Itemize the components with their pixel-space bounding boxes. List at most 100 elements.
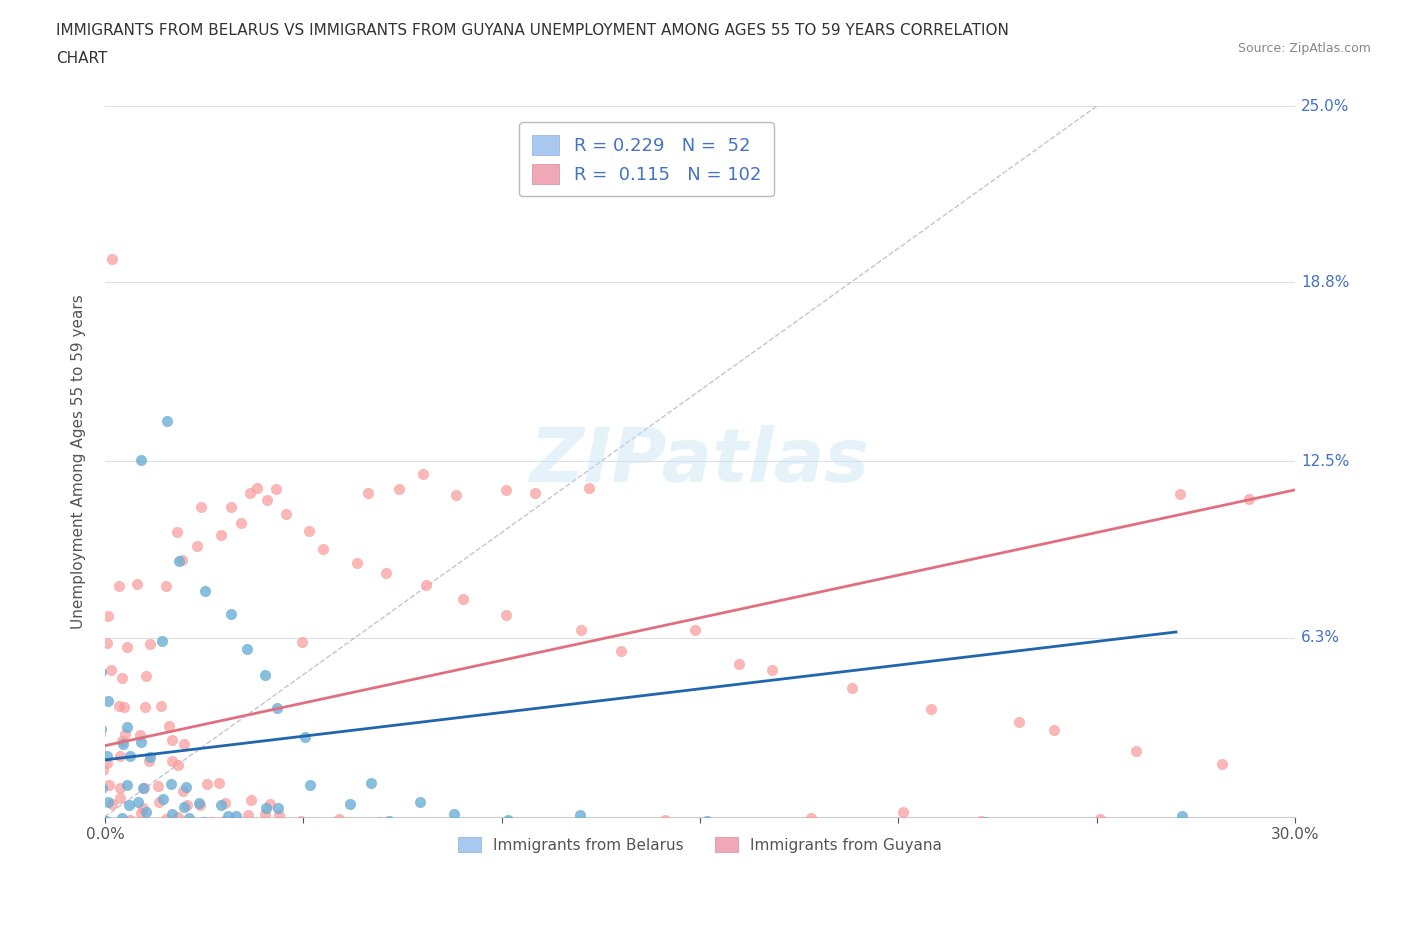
Point: [139, 637, 162, 652]
Point: [131, 801, 153, 816]
Point: [174, 780, 197, 795]
Point: [1090, 811, 1112, 826]
Point: [108, 578, 131, 593]
Point: [346, 555, 368, 570]
Point: [236, 642, 259, 657]
Point: [214, 814, 236, 829]
Point: [388, 482, 411, 497]
Text: 12.5%: 12.5%: [1301, 454, 1350, 469]
Point: [155, 413, 177, 428]
Point: [190, 499, 212, 514]
Point: [1125, 744, 1147, 759]
Point: [111, 734, 134, 749]
Point: [1168, 486, 1191, 501]
Point: [696, 814, 718, 829]
Point: [412, 466, 434, 481]
Point: [800, 811, 823, 826]
Point: [186, 539, 208, 554]
Point: [217, 809, 239, 824]
Point: [129, 735, 152, 750]
Point: [415, 578, 437, 592]
Point: [1008, 714, 1031, 729]
Point: [254, 801, 277, 816]
Point: [148, 795, 170, 810]
Point: [96, 748, 118, 763]
Point: [219, 607, 242, 622]
Point: [111, 737, 134, 751]
Point: [761, 663, 783, 678]
Point: [495, 607, 517, 622]
Point: [167, 553, 190, 568]
Point: [974, 815, 997, 830]
Point: [90, 665, 112, 680]
Point: [160, 754, 183, 769]
Point: [294, 729, 316, 744]
Point: [90, 722, 112, 737]
Point: [131, 805, 153, 820]
Point: [150, 633, 173, 648]
Point: [891, 804, 914, 819]
Point: [221, 499, 243, 514]
Point: [114, 726, 136, 741]
Point: [134, 700, 156, 715]
Point: [110, 671, 132, 685]
Point: [108, 780, 131, 795]
Y-axis label: Unemployment Among Ages 55 to 59 years: Unemployment Among Ages 55 to 59 years: [72, 294, 86, 629]
Point: [683, 622, 706, 637]
Point: [129, 452, 152, 467]
Point: [160, 733, 183, 748]
Point: [155, 811, 177, 826]
Point: [298, 524, 321, 538]
Point: [409, 795, 432, 810]
Point: [167, 809, 190, 824]
Point: [239, 485, 262, 500]
Point: [299, 777, 322, 792]
Point: [1237, 492, 1260, 507]
Text: 25.0%: 25.0%: [1301, 99, 1350, 113]
Point: [96, 755, 118, 770]
Point: [150, 698, 173, 713]
Point: [578, 481, 600, 496]
Point: [117, 720, 139, 735]
Point: [370, 815, 392, 830]
Point: [610, 644, 633, 658]
Point: [568, 808, 591, 823]
Point: [267, 801, 290, 816]
Point: [254, 806, 277, 821]
Point: [131, 781, 153, 796]
Point: [173, 800, 195, 815]
Text: Source: ZipAtlas.com: Source: ZipAtlas.com: [1237, 42, 1371, 55]
Point: [1211, 756, 1233, 771]
Point: [498, 813, 520, 828]
Point: [328, 811, 350, 826]
Point: [209, 528, 232, 543]
Point: [274, 506, 297, 521]
Point: [97, 609, 120, 624]
Point: [107, 698, 129, 713]
Point: [188, 795, 211, 810]
Point: [208, 776, 231, 790]
Point: [87, 699, 110, 714]
Point: [167, 758, 190, 773]
Point: [193, 815, 215, 830]
Point: [173, 737, 195, 751]
Point: [727, 657, 749, 671]
Point: [256, 492, 278, 507]
Point: [194, 584, 217, 599]
Point: [176, 797, 198, 812]
Point: [97, 778, 120, 793]
Point: [152, 791, 174, 806]
Point: [91, 763, 114, 777]
Point: [111, 811, 134, 826]
Point: [159, 777, 181, 791]
Point: [135, 669, 157, 684]
Point: [920, 701, 942, 716]
Point: [246, 481, 269, 496]
Point: [86, 279, 108, 294]
Point: [89, 726, 111, 741]
Point: [225, 808, 247, 823]
Point: [267, 808, 290, 823]
Point: [266, 700, 288, 715]
Point: [101, 252, 124, 267]
Point: [1043, 723, 1066, 737]
